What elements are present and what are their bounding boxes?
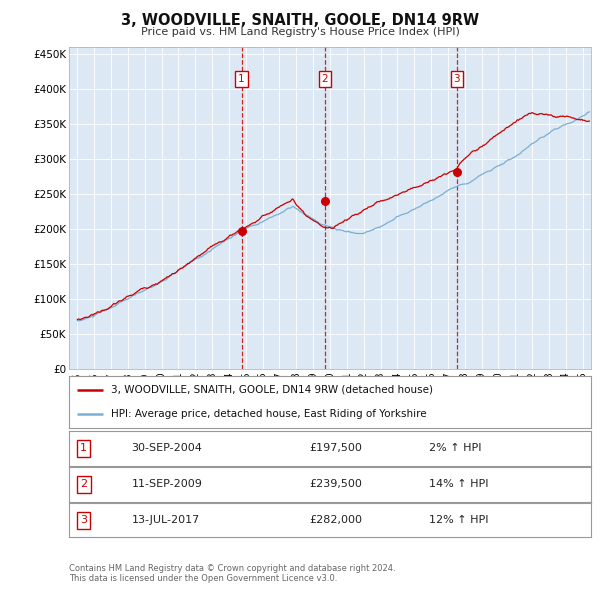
Text: 1: 1	[80, 444, 87, 453]
Text: 3, WOODVILLE, SNAITH, GOOLE, DN14 9RW (detached house): 3, WOODVILLE, SNAITH, GOOLE, DN14 9RW (d…	[111, 385, 433, 395]
Text: 3: 3	[80, 516, 87, 525]
Text: 3, WOODVILLE, SNAITH, GOOLE, DN14 9RW: 3, WOODVILLE, SNAITH, GOOLE, DN14 9RW	[121, 13, 479, 28]
Text: 2: 2	[322, 74, 328, 84]
Text: £239,500: £239,500	[309, 480, 362, 489]
Text: 12% ↑ HPI: 12% ↑ HPI	[429, 516, 488, 525]
Text: 11-SEP-2009: 11-SEP-2009	[131, 480, 203, 489]
Text: 2: 2	[80, 480, 87, 489]
Text: 3: 3	[454, 74, 460, 84]
Text: 13-JUL-2017: 13-JUL-2017	[131, 516, 200, 525]
Text: £197,500: £197,500	[309, 444, 362, 453]
Text: 14% ↑ HPI: 14% ↑ HPI	[429, 480, 488, 489]
Text: Price paid vs. HM Land Registry's House Price Index (HPI): Price paid vs. HM Land Registry's House …	[140, 27, 460, 37]
Text: 2% ↑ HPI: 2% ↑ HPI	[429, 444, 482, 453]
Text: 1: 1	[238, 74, 245, 84]
Text: HPI: Average price, detached house, East Riding of Yorkshire: HPI: Average price, detached house, East…	[111, 409, 427, 419]
Text: Contains HM Land Registry data © Crown copyright and database right 2024.
This d: Contains HM Land Registry data © Crown c…	[69, 563, 395, 583]
Text: 30-SEP-2004: 30-SEP-2004	[131, 444, 203, 453]
Text: £282,000: £282,000	[309, 516, 362, 525]
